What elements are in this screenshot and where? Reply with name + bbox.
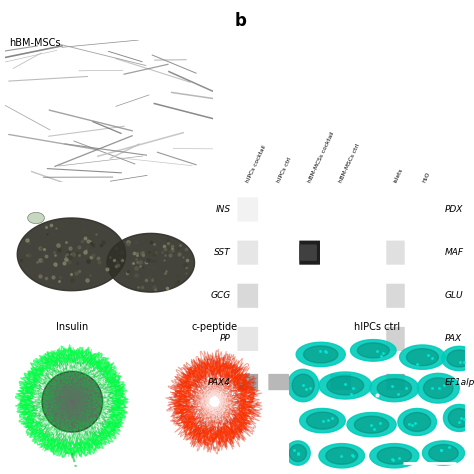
Text: INS: INS — [216, 205, 231, 214]
Polygon shape — [327, 376, 364, 395]
Polygon shape — [286, 441, 310, 465]
Text: H₂O: H₂O — [422, 171, 431, 183]
Polygon shape — [347, 412, 396, 437]
Polygon shape — [447, 350, 472, 367]
Polygon shape — [370, 444, 419, 468]
FancyBboxPatch shape — [237, 198, 258, 221]
Text: Insulin: Insulin — [56, 322, 89, 332]
Polygon shape — [400, 345, 445, 369]
Text: PP: PP — [220, 335, 231, 343]
Text: b: b — [235, 12, 246, 30]
Polygon shape — [107, 233, 194, 292]
FancyBboxPatch shape — [237, 241, 258, 264]
Polygon shape — [319, 372, 372, 399]
Polygon shape — [448, 409, 470, 428]
Text: EF1alp: EF1alp — [445, 378, 474, 386]
FancyBboxPatch shape — [237, 284, 258, 308]
Polygon shape — [370, 375, 419, 401]
Polygon shape — [296, 342, 345, 366]
Text: hBM-MCSs cocktail: hBM-MCSs cocktail — [308, 131, 336, 183]
Polygon shape — [300, 409, 345, 433]
Text: hBM-MSCs ctrl: hBM-MSCs ctrl — [338, 143, 361, 183]
Text: PDX: PDX — [445, 205, 463, 214]
Polygon shape — [422, 441, 465, 465]
Text: c-peptide: c-peptide — [191, 322, 237, 332]
Polygon shape — [17, 218, 126, 291]
Polygon shape — [319, 444, 365, 468]
Polygon shape — [404, 412, 431, 431]
Polygon shape — [398, 409, 437, 436]
FancyBboxPatch shape — [386, 241, 405, 264]
FancyBboxPatch shape — [386, 327, 405, 351]
FancyBboxPatch shape — [299, 241, 320, 264]
Text: SST: SST — [214, 248, 231, 257]
Polygon shape — [407, 348, 438, 365]
FancyBboxPatch shape — [268, 374, 289, 390]
Polygon shape — [326, 447, 358, 464]
Text: hIPCs ctrl: hIPCs ctrl — [276, 156, 293, 183]
Text: islets: islets — [393, 167, 404, 183]
Text: hIPCs cocktail: hIPCs cocktail — [246, 145, 267, 183]
FancyBboxPatch shape — [237, 327, 258, 351]
Polygon shape — [307, 412, 338, 429]
Text: GLU: GLU — [445, 292, 463, 300]
Text: GCG: GCG — [210, 292, 231, 300]
FancyBboxPatch shape — [386, 374, 405, 390]
Polygon shape — [442, 346, 474, 371]
Polygon shape — [355, 416, 389, 433]
FancyBboxPatch shape — [237, 374, 258, 390]
FancyBboxPatch shape — [386, 284, 405, 308]
Polygon shape — [377, 447, 411, 464]
Polygon shape — [287, 369, 319, 401]
Polygon shape — [377, 379, 411, 398]
Polygon shape — [289, 445, 307, 462]
FancyBboxPatch shape — [299, 245, 317, 261]
Polygon shape — [292, 374, 314, 397]
Polygon shape — [444, 404, 474, 431]
Polygon shape — [423, 378, 453, 399]
Text: hBM-MSCs: hBM-MSCs — [9, 38, 61, 48]
Text: MAF: MAF — [445, 248, 464, 257]
Polygon shape — [42, 371, 103, 432]
FancyBboxPatch shape — [330, 374, 351, 390]
Polygon shape — [351, 339, 396, 361]
Text: PAX: PAX — [445, 335, 462, 343]
Polygon shape — [303, 346, 338, 363]
FancyBboxPatch shape — [386, 195, 405, 224]
Text: hIPCs ctrl: hIPCs ctrl — [354, 322, 400, 332]
Polygon shape — [417, 374, 459, 403]
Polygon shape — [429, 445, 458, 462]
Polygon shape — [357, 343, 389, 358]
Circle shape — [27, 212, 45, 224]
Text: PAX4: PAX4 — [208, 378, 231, 386]
